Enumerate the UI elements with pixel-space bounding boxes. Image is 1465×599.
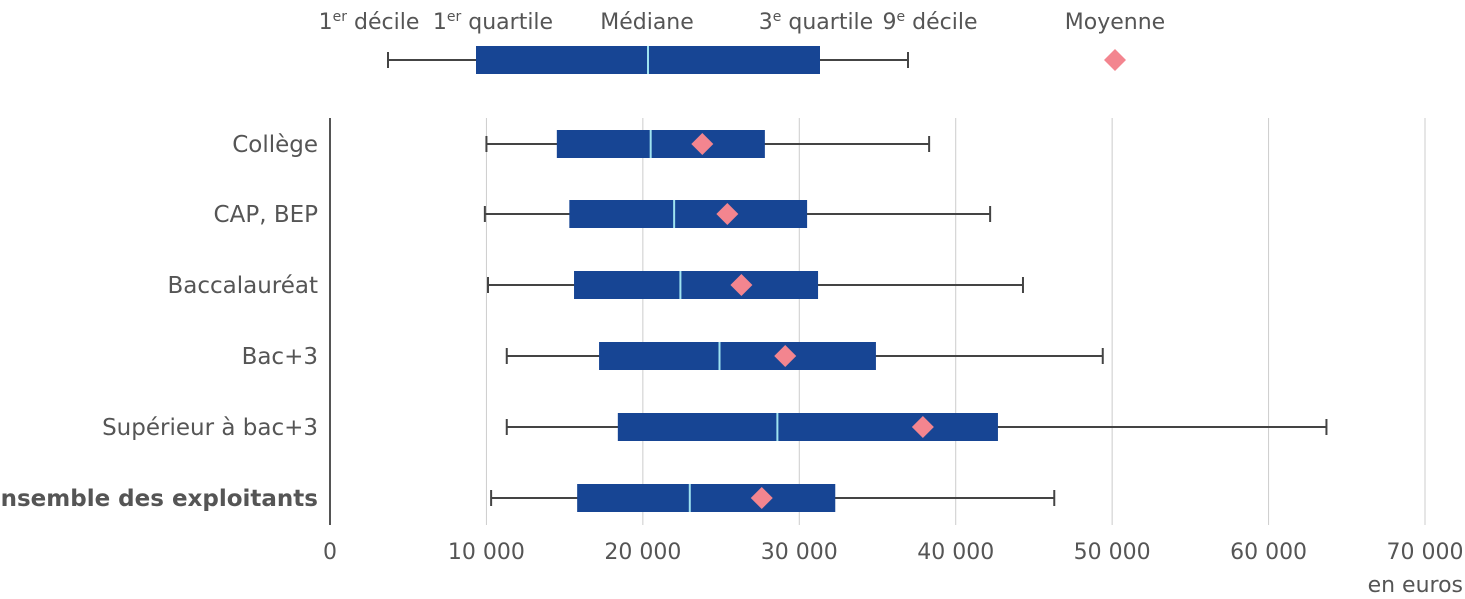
- x-tick-label: 30 000: [761, 540, 838, 565]
- x-tick-label: 60 000: [1230, 540, 1307, 565]
- legend-label-d1: 1er décile: [319, 9, 420, 35]
- legend-label-med: Médiane: [600, 10, 694, 35]
- legend-label-q3: 3e quartile: [759, 9, 873, 35]
- category-row: Bac+3: [242, 342, 1104, 370]
- iqr-box: [569, 200, 808, 228]
- legend-label-d9: 9e décile: [883, 9, 978, 35]
- x-tick-label: 0: [323, 540, 337, 565]
- plot-rows: Collège CAP, BEP Baccalauréat Bac+3 Supérieu…: [0, 130, 1328, 512]
- mean-marker: [691, 133, 714, 155]
- category-label: Baccalauréat: [167, 273, 318, 299]
- category-label: CAP, BEP: [214, 202, 319, 228]
- mean-marker: [774, 345, 797, 367]
- x-tick-label: 70 000: [1387, 540, 1464, 565]
- category-row: Collège: [232, 130, 931, 158]
- category-label: Collège: [232, 132, 318, 158]
- x-tick-label: 10 000: [448, 540, 525, 565]
- legend-mean-marker: [1104, 49, 1126, 71]
- x-tick-label: 40 000: [917, 540, 994, 565]
- category-label: Supérieur à bac+3: [102, 415, 318, 441]
- category-row: Baccalauréat: [167, 271, 1024, 299]
- category-label: Ensemble des exploitants: [0, 486, 318, 512]
- grid: [485, 118, 1426, 525]
- legend-label-q1: 1er quartile: [433, 9, 553, 35]
- legend: 1er décile 1er quartile Médiane 3e quartile…: [319, 9, 1165, 74]
- x-tick-label: 20 000: [604, 540, 681, 565]
- category-row: Supérieur à bac+3: [102, 413, 1328, 441]
- x-tick-label: 50 000: [1074, 540, 1151, 565]
- category-row: Ensemble des exploitants: [0, 484, 1056, 512]
- category-row: CAP, BEP: [214, 200, 992, 228]
- unit-label: en euros: [1368, 573, 1463, 598]
- iqr-box: [556, 130, 765, 158]
- iqr-box: [574, 271, 819, 299]
- axes: 0 10 000 20 000 30 000 40 000 50 000 60 000 70 …: [323, 118, 1463, 598]
- legend-label-mean: Moyenne: [1065, 10, 1165, 35]
- iqr-box: [617, 413, 998, 441]
- mean-marker: [750, 487, 773, 509]
- iqr-box: [599, 342, 876, 370]
- category-label: Bac+3: [242, 344, 318, 370]
- mean-marker: [911, 416, 934, 438]
- mean-marker: [730, 274, 753, 296]
- mean-marker: [716, 203, 739, 225]
- iqr-box: [577, 484, 836, 512]
